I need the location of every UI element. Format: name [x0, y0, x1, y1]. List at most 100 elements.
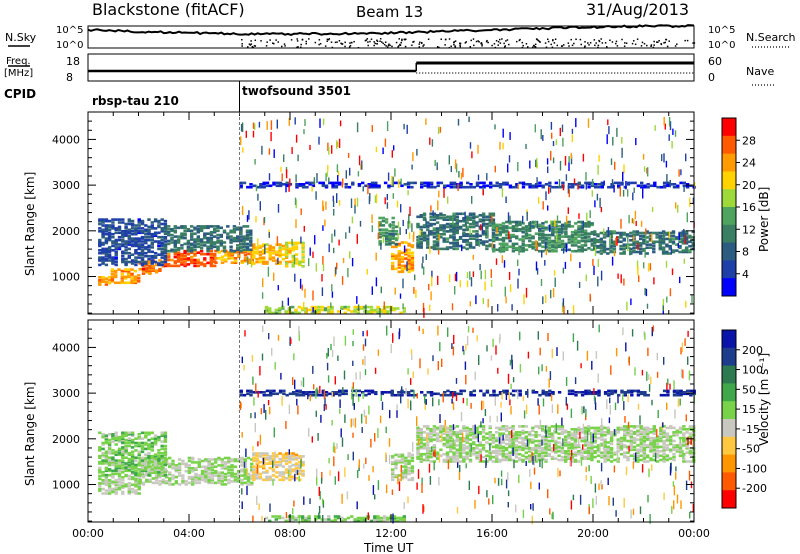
heatmap-cell [573, 452, 578, 456]
heatmap-cell [330, 305, 334, 309]
heatmap-cell [210, 477, 215, 480]
heatmap-cell [117, 477, 122, 481]
heatmap-cell [233, 458, 238, 461]
heatmap-cell [101, 230, 105, 233]
heatmap-cell [574, 222, 578, 225]
heatmap-cell [111, 259, 115, 262]
heatmap-cell [250, 251, 254, 254]
heatmap-cell [391, 475, 395, 479]
heatmap-cell [140, 472, 145, 476]
heatmap-cell [227, 461, 231, 464]
heatmap-cell [173, 248, 177, 252]
heatmap-cell [213, 254, 217, 257]
heatmap-cell [413, 287, 415, 294]
heatmap-cell [194, 461, 198, 464]
heatmap-cell [173, 241, 177, 244]
heatmap-cell [511, 245, 516, 249]
heatmap-cell [124, 465, 128, 468]
heatmap-cell [469, 183, 473, 186]
heatmap-cell [232, 225, 237, 228]
heatmap-cell [665, 243, 669, 246]
heatmap-cell [646, 185, 650, 189]
heatmap-cell [551, 239, 555, 243]
heatmap-cell [481, 243, 486, 246]
heatmap-cell [167, 263, 171, 266]
heatmap-cell [557, 233, 561, 237]
heatmap-cell [133, 280, 138, 283]
heatmap-cell [560, 244, 565, 247]
heatmap-cell [357, 304, 360, 312]
heatmap-cell [430, 205, 432, 212]
heatmap-cell [411, 223, 413, 232]
heatmap-cell [230, 468, 234, 471]
heatmap-cell [391, 462, 395, 465]
heatmap-cell [121, 466, 125, 470]
heatmap-cell [629, 239, 633, 242]
heatmap-cell [442, 458, 446, 462]
heatmap-cell [423, 184, 427, 188]
heatmap-cell [419, 452, 423, 456]
heatmap-cell [193, 249, 197, 253]
heatmap-cell [404, 264, 408, 268]
heatmap-cell [577, 249, 581, 253]
heatmap-cell [545, 241, 547, 249]
heatmap-cell [130, 472, 135, 476]
heatmap-cell [124, 449, 128, 452]
range-tick-label: 2000 [52, 225, 80, 238]
heatmap-cell [564, 450, 568, 453]
heatmap-cell [394, 238, 399, 242]
heatmap-cell [209, 249, 214, 253]
heatmap-cell [491, 450, 496, 453]
heatmap-cell [501, 230, 506, 234]
heatmap-cell [504, 425, 509, 428]
heatmap-cell [338, 138, 341, 148]
heatmap-cell [388, 237, 392, 240]
heatmap-cell [294, 241, 299, 245]
heatmap-cell [107, 235, 112, 239]
heatmap-cell [639, 237, 643, 241]
heatmap-cell [612, 243, 617, 246]
nsearch-point [493, 43, 496, 45]
nsearch-point [615, 40, 618, 43]
heatmap-cell [538, 238, 542, 241]
heatmap-cell [426, 181, 430, 185]
heatmap-cell [452, 241, 456, 245]
heatmap-cell [157, 224, 161, 227]
heatmap-cell [407, 244, 411, 247]
heatmap-cell [124, 462, 128, 465]
heatmap-cell [599, 239, 603, 242]
heatmap-cell [252, 252, 256, 255]
heatmap-cell [567, 442, 571, 446]
heatmap-cell [508, 455, 512, 459]
heatmap-cell [691, 236, 695, 239]
heatmap-cell [147, 446, 151, 449]
heatmap-cell [191, 478, 195, 482]
heatmap-cell [239, 249, 243, 253]
heatmap-cell [203, 263, 207, 266]
nsearch-point [453, 43, 455, 46]
heatmap-cell [541, 457, 545, 460]
heatmap-cell [111, 262, 115, 265]
heatmap-cell [478, 219, 482, 223]
heatmap-cell [301, 463, 305, 467]
heatmap-cell [643, 184, 647, 188]
heatmap-cell [140, 256, 145, 259]
heatmap-cell [429, 183, 434, 186]
heatmap-cell [147, 257, 151, 261]
heatmap-cell [121, 479, 125, 482]
heatmap-cell [508, 457, 512, 460]
heatmap-cell [278, 243, 282, 246]
heatmap-cell [140, 246, 145, 249]
heatmap-cell [134, 480, 138, 484]
heatmap-cell [590, 222, 594, 225]
heatmap-cell [538, 233, 542, 237]
heatmap-cell [583, 426, 588, 430]
heatmap-cell [127, 438, 131, 442]
heatmap-cell [504, 448, 509, 452]
heatmap-cell [586, 451, 591, 454]
heatmap-cell [134, 459, 138, 462]
heatmap-cell [284, 456, 289, 460]
heatmap-cell [442, 444, 446, 447]
heatmap-cell [173, 226, 177, 230]
heatmap-cell [485, 454, 489, 457]
